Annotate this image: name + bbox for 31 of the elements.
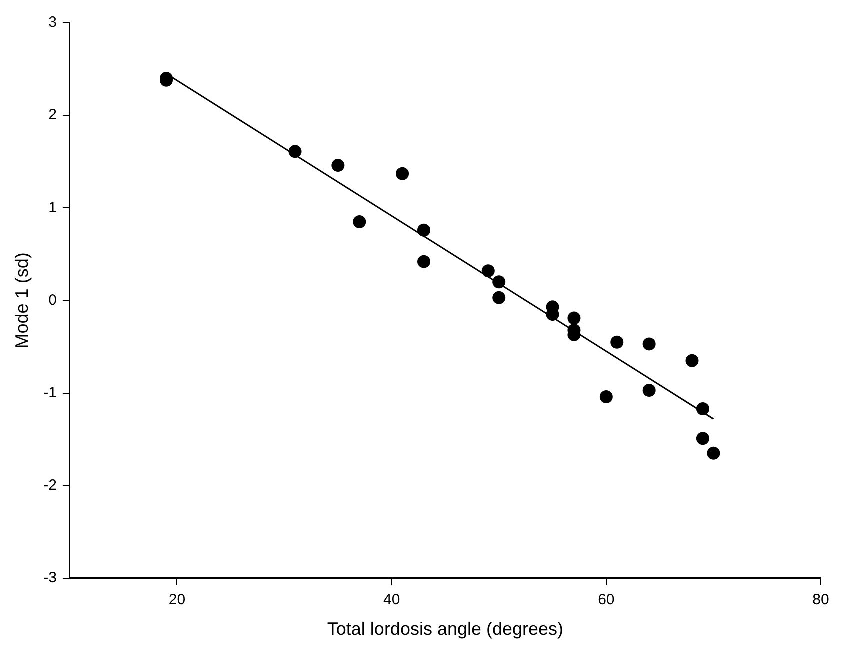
y-tick-label: 0	[48, 292, 57, 309]
point	[696, 432, 710, 446]
point	[686, 354, 699, 368]
y-tick-label: -1	[44, 384, 57, 402]
x-tick-label: 40	[383, 592, 400, 609]
point	[482, 264, 495, 278]
point	[642, 338, 656, 351]
x-tick-label: 20	[168, 592, 186, 609]
point	[288, 145, 302, 158]
point	[642, 384, 656, 397]
point	[610, 336, 624, 349]
point	[707, 446, 720, 460]
x-tick-label: 80	[812, 592, 830, 609]
y-tick-label: 1	[48, 199, 57, 216]
x-tick-label: 60	[598, 592, 615, 609]
y-tick-label: -3	[44, 570, 57, 587]
point	[396, 167, 410, 180]
point	[696, 402, 710, 416]
y-tick-label: -2	[44, 476, 57, 494]
point	[492, 276, 506, 289]
x-axis-title: Total lordosis angle (degrees)	[327, 619, 564, 640]
y-tick-label: 3	[48, 14, 57, 32]
point	[418, 255, 431, 268]
point	[418, 224, 431, 237]
y-axis-title: Mode 1 (sd)	[12, 252, 32, 349]
point	[568, 312, 581, 325]
y-tick-label: 2	[48, 106, 57, 124]
point	[332, 159, 345, 172]
point	[492, 291, 506, 304]
point	[600, 390, 613, 404]
point	[353, 216, 366, 229]
